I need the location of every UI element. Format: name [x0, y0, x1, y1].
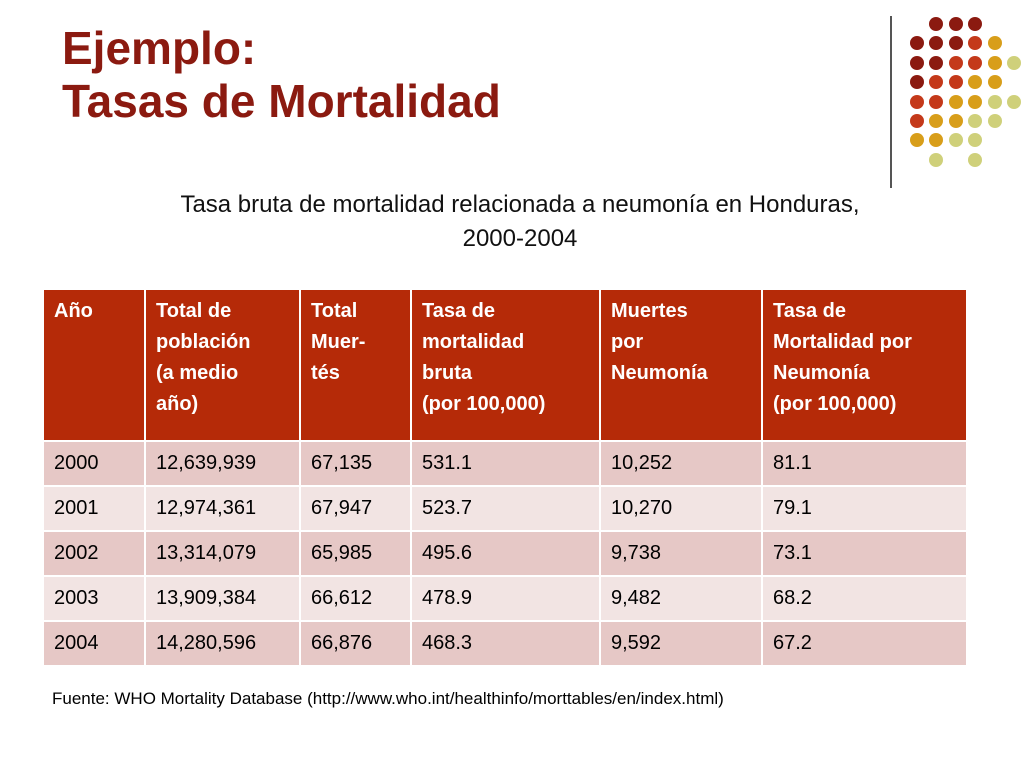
- decorative-dot: [948, 75, 963, 90]
- slide-title: Ejemplo: Tasas de Mortalidad: [62, 22, 822, 128]
- table-caption-line-1: Tasa bruta de mortalidad relacionada a n…: [180, 191, 860, 218]
- decorative-dot: [929, 75, 944, 90]
- decorative-dot: [968, 75, 983, 90]
- decorative-dot: [987, 75, 1002, 90]
- mortality-table: Año Total de población (a medio año) Tot…: [42, 288, 968, 667]
- table-row: 2000 12,639,939 67,135 531.1 10,252 81.1: [42, 440, 968, 487]
- cell-crude-rate: 523.7: [410, 485, 601, 532]
- decorative-dot: [910, 94, 924, 109]
- decorative-dot: [929, 17, 944, 31]
- decorative-dot: [929, 36, 944, 51]
- decorative-dot: [968, 114, 983, 128]
- cell-crude-rate: 478.9: [410, 575, 601, 622]
- cell-total-deaths: 66,876: [299, 620, 412, 667]
- decorative-dot: [987, 55, 1002, 70]
- decorative-dot: [929, 133, 944, 148]
- decorative-dot: [910, 114, 924, 128]
- decorative-dot: [948, 114, 963, 128]
- decorative-dot-grid: [0, 0, 1024, 200]
- decorative-dot: [929, 152, 944, 167]
- cell-pneumonia-deaths: 9,482: [599, 575, 763, 622]
- cell-year: 2003: [42, 575, 146, 622]
- cell-total-population: 13,909,384: [144, 575, 301, 622]
- cell-total-population: 12,974,361: [144, 485, 301, 532]
- decorative-dot: [929, 55, 944, 70]
- cell-year: 2002: [42, 530, 146, 577]
- decorative-dot: [987, 94, 1002, 109]
- decorative-dot: [948, 55, 963, 70]
- slide-title-line-2: Tasas de Mortalidad: [62, 75, 501, 127]
- decorative-dot: [948, 36, 963, 51]
- table-row: 2003 13,909,384 66,612 478.9 9,482 68.2: [42, 575, 968, 622]
- cell-year: 2001: [42, 485, 146, 532]
- decorative-dot: [987, 36, 1002, 51]
- cell-pneumonia-rate: 73.1: [761, 530, 968, 577]
- slide-title-line-1: Ejemplo:: [62, 22, 257, 74]
- cell-crude-rate: 495.6: [410, 530, 601, 577]
- table-row: 2002 13,314,079 65,985 495.6 9,738 73.1: [42, 530, 968, 577]
- decorative-dot: [948, 94, 963, 109]
- cell-total-deaths: 67,947: [299, 485, 412, 532]
- source-note: Fuente: WHO Mortality Database (http://w…: [52, 689, 724, 708]
- header-total-population: Total de población (a medio año): [144, 288, 301, 442]
- decorative-dot: [1007, 55, 1021, 70]
- cell-pneumonia-deaths: 10,270: [599, 485, 763, 532]
- decorative-dot: [968, 17, 983, 31]
- header-pneumonia-mortality-rate: Tasa de Mortalidad por Neumonía (por 100…: [761, 288, 968, 442]
- decorative-dot: [987, 114, 1002, 128]
- decorative-dot: [968, 94, 983, 109]
- cell-total-deaths: 65,985: [299, 530, 412, 577]
- decorative-dot: [910, 55, 924, 70]
- cell-crude-rate: 531.1: [410, 440, 601, 487]
- cell-total-population: 14,280,596: [144, 620, 301, 667]
- cell-total-deaths: 66,612: [299, 575, 412, 622]
- decorative-dot: [929, 114, 944, 128]
- decorative-dot: [968, 36, 983, 51]
- decorative-vertical-line: [890, 16, 892, 188]
- cell-year: 2000: [42, 440, 146, 487]
- header-pneumonia-deaths: Muertes por Neumonía: [599, 288, 763, 442]
- header-total-deaths: Total Muer- tés: [299, 288, 412, 442]
- decorative-dot: [910, 36, 924, 51]
- cell-pneumonia-deaths: 9,738: [599, 530, 763, 577]
- decorative-dot: [910, 133, 924, 148]
- cell-year: 2004: [42, 620, 146, 667]
- header-year: Año: [42, 288, 146, 442]
- header-crude-mortality-rate: Tasa de mortalidad bruta (por 100,000): [410, 288, 601, 442]
- table-caption: Tasa bruta de mortalidad relacionada a n…: [100, 188, 940, 256]
- cell-pneumonia-deaths: 10,252: [599, 440, 763, 487]
- decorative-dot: [1007, 94, 1021, 109]
- table-row: 2001 12,974,361 67,947 523.7 10,270 79.1: [42, 485, 968, 532]
- table-caption-line-2: 2000-2004: [462, 225, 578, 252]
- decorative-dot: [910, 75, 924, 90]
- cell-total-population: 12,639,939: [144, 440, 301, 487]
- decorative-dot: [929, 94, 944, 109]
- cell-total-population: 13,314,079: [144, 530, 301, 577]
- table-header-row: Año Total de población (a medio año) Tot…: [42, 288, 968, 442]
- decorative-dot: [948, 133, 963, 148]
- cell-pneumonia-rate: 81.1: [761, 440, 968, 487]
- decorative-dot: [968, 133, 983, 148]
- cell-pneumonia-rate: 68.2: [761, 575, 968, 622]
- table-row: 2004 14,280,596 66,876 468.3 9,592 67.2: [42, 620, 968, 667]
- cell-pneumonia-deaths: 9,592: [599, 620, 763, 667]
- decorative-dot: [968, 152, 983, 167]
- decorative-dot: [968, 55, 983, 70]
- cell-pneumonia-rate: 79.1: [761, 485, 968, 532]
- decorative-dot: [948, 17, 963, 31]
- cell-pneumonia-rate: 67.2: [761, 620, 968, 667]
- cell-crude-rate: 468.3: [410, 620, 601, 667]
- cell-total-deaths: 67,135: [299, 440, 412, 487]
